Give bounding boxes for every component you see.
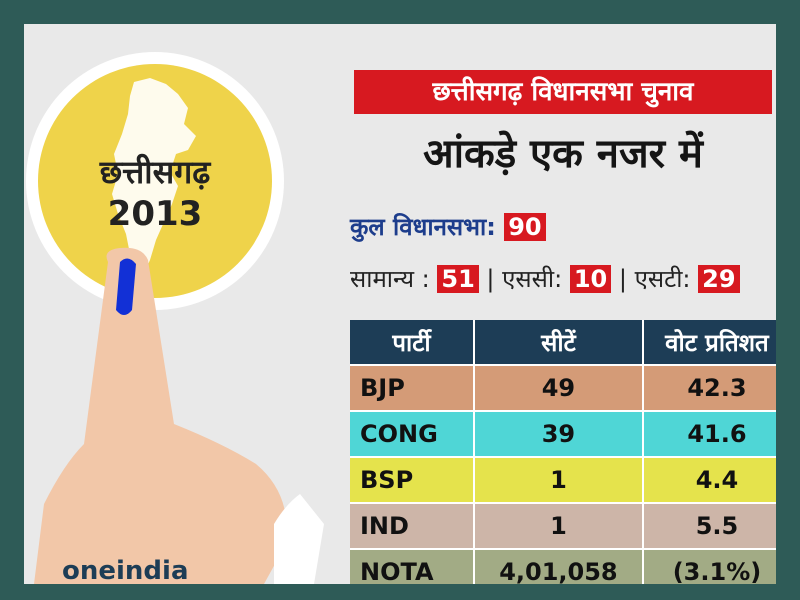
party-cell: IND [350,502,474,549]
party-cell: BJP [350,364,474,411]
voting-finger-icon [34,247,324,584]
sc-value: 10 [569,265,612,293]
seats-cell: 1 [472,456,643,503]
header-party: पार्टी [350,320,474,365]
party-cell: CONG [350,410,474,457]
oneindia-logo: oneindia hindi [62,556,189,584]
sc-label: एससी: [502,265,563,293]
general-label: सामान्य : [350,265,430,293]
table-row: BJP 49 42.3 [350,364,776,411]
total-seats-value: 90 [504,213,546,241]
separator: | [486,265,495,293]
seats-cell: 1 [472,502,643,549]
table-header-row: पार्टी सीटें वोट प्रतिशत [350,320,776,365]
table-row: BSP 1 4.4 [350,456,776,503]
state-badge: छत्तीसगढ़ 2013 [26,52,284,310]
vote-cell: 4.4 [641,456,776,503]
vote-cell: (3.1%) [641,548,776,584]
seats-cell: 49 [472,364,643,411]
category-row: सामान्य : 51 | एससी: 10 | एसटी: 29 [350,262,740,295]
vote-cell: 5.5 [641,502,776,549]
results-table: पार्टी सीटें वोट प्रतिशत BJP 49 42.3 CON… [350,320,776,584]
state-map-icon [112,78,196,278]
table-row: NOTA 4,01,058 (3.1%) [350,548,776,584]
poster-subtitle: आंकड़े एक नजर में [423,131,703,177]
badge-year: 2013 [107,194,203,234]
general-value: 51 [437,265,479,293]
poster-panel: छत्तीसगढ़ 2013 छत्तीसगढ़ विधानसभा चुनाव … [24,24,776,584]
badge-state-name: छत्तीसगढ़ [99,153,211,191]
total-seats-label: कुल विधानसभा: [350,213,496,241]
vote-cell: 41.6 [641,410,776,457]
party-cell: NOTA [350,548,474,584]
table-row: IND 1 5.5 [350,502,776,549]
header-vote-percent: वोट प्रतिशत [641,320,776,365]
st-label: एसटी: [634,265,691,293]
poster-title: छत्तीसगढ़ विधानसभा चुनाव [354,70,772,114]
st-value: 29 [698,265,740,293]
state-badge-inner: छत्तीसगढ़ 2013 [38,64,272,298]
table-row: CONG 39 41.6 [350,410,776,457]
party-cell: BSP [350,456,474,503]
seats-cell: 39 [472,410,643,457]
seats-cell: 4,01,058 [472,548,643,584]
logo-sub-text: hindi [130,582,174,584]
logo-main-text: oneindia [62,556,189,584]
header-seats: सीटें [472,320,643,365]
vote-cell: 42.3 [641,364,776,411]
total-seats-row: कुल विधानसभा: 90 [350,210,546,243]
separator: | [618,265,627,293]
